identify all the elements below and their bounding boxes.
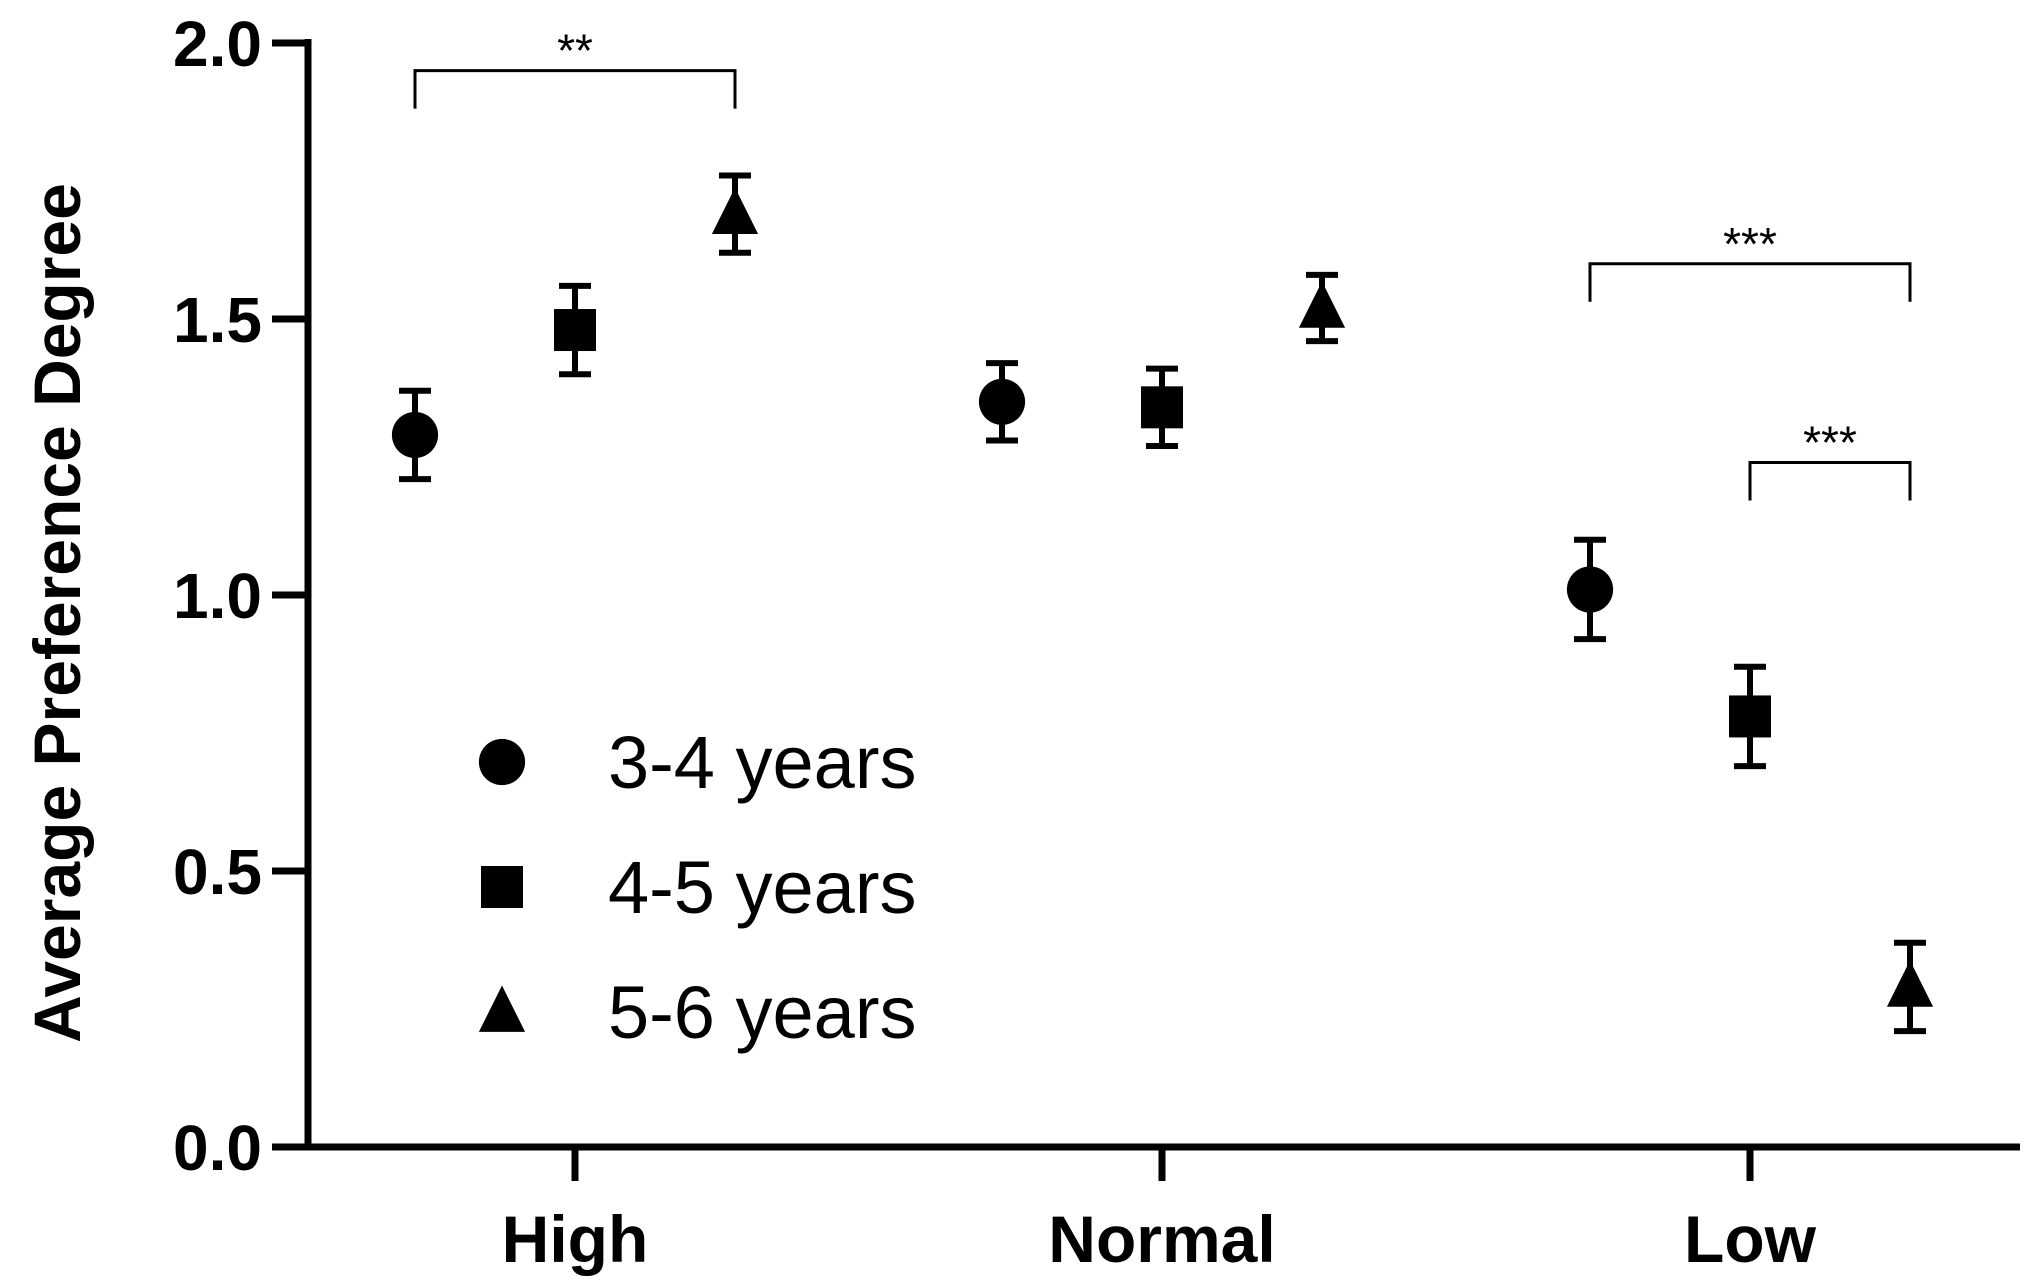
legend-item: 3-4 years [478,721,916,804]
legend: 3-4 years 4-5 years 5-6 years [478,721,916,1054]
x-category-label: High [502,1202,649,1276]
legend-label: 4-5 years [608,846,916,929]
marker-triangle [1298,281,1346,328]
data-point-square [1729,663,1771,770]
significance-bracket [1588,262,1912,302]
data-point-circle [978,360,1026,444]
legend-item: 5-6 years [478,971,916,1054]
y-tick-label: 2.0 [173,8,262,80]
data-point-square [554,282,596,378]
data-point-triangle [1298,271,1346,345]
axes: 0.0 0.5 1.0 1.5 2.0 High Normal Low Average Pref… [20,8,2020,1276]
marker-circle [1566,566,1614,613]
y-axis-title: Average Preference Degree [20,183,94,1043]
data-point-triangle [711,172,759,256]
data-point-circle [1566,536,1614,643]
significance-bracket [1748,461,1912,501]
significance-brackets: ******** [413,25,1912,501]
significance-label: *** [1803,417,1857,469]
significance-bracket [413,69,737,109]
marker-circle [391,411,439,459]
y-tick-label: 1.0 [173,560,262,632]
marker-triangle [1886,960,1934,1007]
data-point-circle [391,387,439,483]
legend-item: 4-5 years [481,846,916,929]
x-category-label: Normal [1048,1202,1275,1276]
x-category-label: Low [1684,1202,1817,1276]
marker-square [1729,695,1771,738]
legend-label: 5-6 years [608,971,916,1054]
legend-marker-triangle [478,985,526,1032]
y-tick-label: 0.0 [173,1112,262,1184]
marker-square [554,309,596,352]
data-points [391,172,1934,1035]
significance-label: ** [557,25,593,77]
y-tick-label: 0.5 [173,836,262,908]
significance-label: *** [1723,218,1777,270]
marker-triangle [711,187,759,234]
legend-marker-circle [478,738,526,786]
marker-circle [978,378,1026,425]
legend-marker-square [481,866,523,908]
data-point-square [1141,365,1183,449]
data-point-triangle [1886,939,1934,1035]
legend-label: 3-4 years [608,721,916,804]
y-tick-label: 1.5 [173,284,262,356]
marker-square [1141,386,1183,429]
